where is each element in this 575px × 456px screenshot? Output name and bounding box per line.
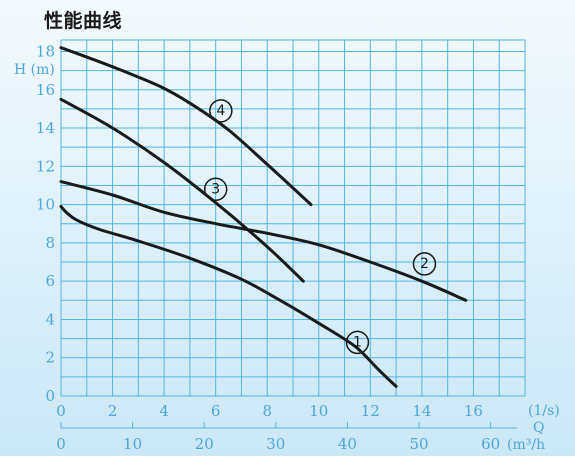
y-tick-label: 16 [36,81,55,99]
x-tick-label: 8 [262,402,272,420]
x-tick-label: 4 [159,402,169,420]
y-tick-label: 2 [45,349,55,367]
x2-axis-title: (m³/h [507,437,545,453]
y-tick-label: 10 [36,196,55,214]
x2-tick-label: 0 [56,435,66,453]
x-tick-label: 12 [361,402,380,420]
chart-title: 性能曲线 [44,10,123,32]
x2-tick-label: 30 [266,435,285,453]
x-axis-title: (1/s) [528,403,560,419]
y-tick-label: 12 [36,157,55,175]
x-tick-label: 10 [309,402,328,420]
curve-label-4: 4 [216,103,225,119]
x2-tick-label: 20 [195,435,214,453]
x-tick-label: 0 [56,402,66,420]
curve-label-circle-3 [203,177,228,202]
x-tick-label: 6 [211,402,221,420]
x2-tick-label: 50 [409,435,428,453]
x-tick-label: 2 [108,402,118,420]
y-tick-label: 14 [36,119,55,137]
x2-tick-label: 10 [123,435,142,453]
x-tick-label: 16 [464,402,483,420]
grid [60,39,526,429]
curve-label-3: 3 [211,181,220,197]
curve-labels: 1 2 3 4 [203,99,437,355]
y-tick-label: 0 [45,387,55,405]
y-tick-label: 8 [45,234,55,252]
curve-3 [59,97,305,283]
curve-label-1: 1 [353,334,362,350]
curve-2 [59,180,468,302]
curve-1 [59,205,398,388]
curve-4 [59,46,313,207]
curve-label-circle-1 [345,330,370,355]
x-axis-title-q: Q [533,420,544,436]
y-tick-label: 4 [45,310,55,328]
curve-label-circle-4 [209,99,233,123]
x2-tick-label: 40 [338,435,357,453]
curve-label-circle-2 [412,252,437,276]
curve-label-2: 2 [420,256,429,272]
curves [59,46,468,388]
x-tick-label: 14 [412,402,431,420]
y-tick-label: 18 [36,42,55,60]
y-axis-title: H (m) [14,62,55,78]
y-tick-label: 6 [45,272,55,290]
x2-tick-label: 60 [481,435,500,453]
